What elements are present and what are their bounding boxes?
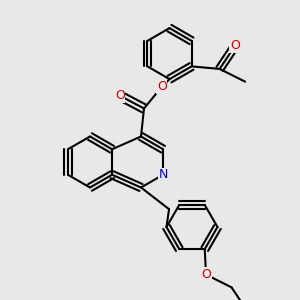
Text: O: O bbox=[230, 40, 240, 52]
Text: N: N bbox=[158, 168, 168, 181]
Text: O: O bbox=[157, 80, 167, 93]
Text: O: O bbox=[201, 268, 211, 281]
Text: O: O bbox=[115, 89, 125, 102]
